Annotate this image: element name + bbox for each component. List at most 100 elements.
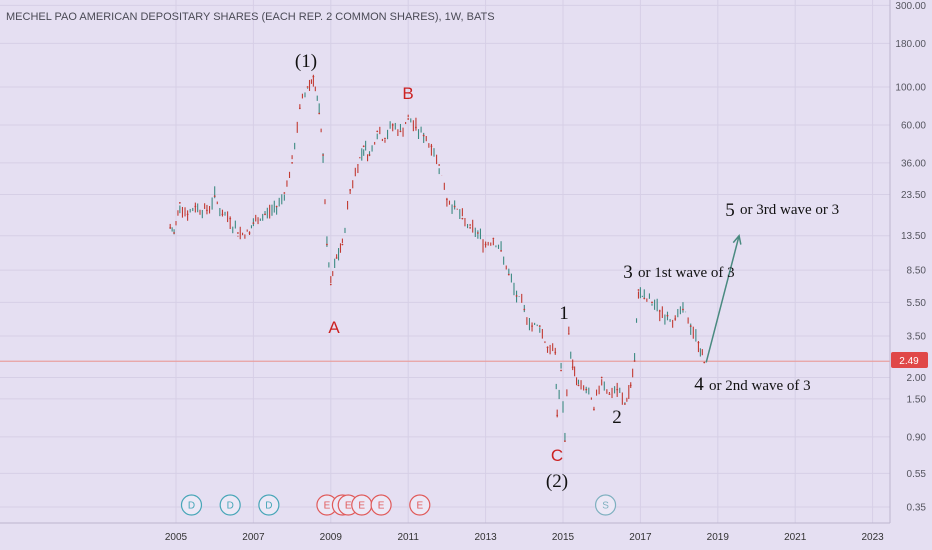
data-point[interactable] — [376, 130, 379, 133]
time-axis[interactable]: 2005 2007 2009 2011 2013 2015 2017 2019 2021 2023 — [165, 532, 884, 543]
data-point[interactable] — [637, 289, 640, 291]
data-point[interactable] — [221, 213, 224, 216]
data-point[interactable] — [237, 232, 239, 234]
dividend-marker[interactable] — [180, 494, 203, 516]
data-point[interactable] — [438, 164, 441, 166]
data-point[interactable] — [229, 217, 232, 220]
data-point[interactable] — [349, 189, 352, 191]
price-tick-label: 3.50 — [907, 331, 927, 342]
data-point[interactable] — [335, 257, 338, 259]
data-point[interactable] — [689, 325, 692, 327]
data-point[interactable] — [697, 341, 700, 344]
data-point[interactable] — [407, 118, 410, 120]
data-point[interactable] — [682, 308, 684, 311]
time-tick-label: 2023 — [861, 532, 884, 543]
data-point[interactable] — [422, 134, 425, 137]
data-point[interactable] — [531, 325, 533, 327]
data-point[interactable] — [298, 107, 301, 110]
data-point[interactable] — [430, 145, 433, 148]
data-point[interactable] — [312, 75, 315, 78]
data-point[interactable] — [186, 213, 189, 216]
data-point[interactable] — [399, 130, 402, 133]
data-point[interactable] — [567, 332, 570, 335]
data-point[interactable] — [624, 403, 626, 405]
data-point[interactable] — [329, 283, 332, 286]
data-point[interactable] — [571, 366, 574, 369]
data-point[interactable] — [666, 314, 669, 317]
data-point[interactable] — [384, 137, 386, 140]
data-point[interactable] — [658, 310, 661, 312]
data-point[interactable] — [368, 154, 371, 156]
data-point[interactable] — [415, 126, 417, 129]
data-point[interactable] — [616, 388, 619, 391]
time-tick-label: 2017 — [629, 532, 652, 543]
time-tick-label: 2013 — [474, 532, 497, 543]
data-point[interactable] — [546, 346, 549, 349]
data-point[interactable] — [275, 205, 278, 208]
data-point[interactable] — [283, 192, 286, 194]
data-point[interactable] — [173, 232, 175, 234]
split-marker[interactable] — [594, 494, 617, 516]
data-point[interactable] — [178, 202, 181, 204]
data-point[interactable] — [291, 161, 293, 164]
data-point[interactable] — [356, 164, 359, 166]
data-point[interactable] — [476, 232, 479, 234]
data-point[interactable] — [593, 408, 595, 411]
dividend-marker[interactable] — [258, 494, 280, 516]
data-point[interactable] — [577, 384, 580, 387]
data-point[interactable] — [318, 112, 321, 115]
data-point[interactable] — [306, 86, 309, 88]
data-point[interactable] — [651, 301, 653, 304]
event-markers[interactable]: DDDEEEEEES — [180, 494, 617, 516]
price-axis[interactable]: 300.00 180.00 100.00 60.00 36.00 23.50 13.50 8.… — [895, 1, 926, 514]
data-point[interactable] — [608, 393, 611, 396]
price-tick-label: 1.50 — [907, 394, 927, 405]
data-point[interactable] — [600, 376, 603, 379]
last-price-badge: 2.49 — [891, 352, 928, 368]
data-point[interactable] — [252, 222, 255, 225]
data-point[interactable] — [326, 243, 328, 246]
data-point[interactable] — [674, 318, 677, 320]
data-point[interactable] — [484, 243, 487, 246]
data-point[interactable] — [560, 369, 562, 372]
data-point[interactable] — [629, 384, 632, 387]
data-point[interactable] — [391, 124, 394, 126]
earnings-marker-letter: E — [378, 501, 385, 512]
data-point[interactable] — [169, 227, 172, 229]
dividend-marker[interactable] — [219, 494, 241, 516]
data-point[interactable] — [453, 205, 456, 208]
data-point[interactable] — [492, 237, 495, 240]
data-point[interactable] — [322, 154, 324, 156]
data-point[interactable] — [213, 195, 216, 198]
data-point[interactable] — [507, 273, 510, 276]
data-point[interactable] — [643, 297, 646, 300]
data-point[interactable] — [206, 209, 208, 212]
data-point[interactable] — [556, 414, 559, 417]
data-point[interactable] — [446, 198, 448, 201]
data-point[interactable] — [362, 145, 365, 148]
data-point[interactable] — [585, 388, 588, 391]
price-series[interactable] — [169, 74, 706, 442]
data-point[interactable] — [703, 361, 706, 364]
price-tick-label: 0.35 — [907, 503, 927, 514]
data-point[interactable] — [194, 205, 197, 208]
data-point[interactable] — [264, 213, 266, 216]
data-point[interactable] — [248, 232, 251, 234]
data-point[interactable] — [341, 243, 344, 246]
data-point[interactable] — [633, 360, 636, 362]
data-point[interactable] — [515, 295, 518, 297]
data-point[interactable] — [500, 250, 502, 252]
data-point[interactable] — [538, 325, 541, 327]
earnings-marker[interactable] — [370, 494, 392, 516]
wave-1-label: (1) — [295, 51, 317, 72]
subwave-4-label: 4 — [694, 374, 704, 395]
data-point[interactable] — [523, 308, 526, 311]
data-point[interactable] — [461, 217, 464, 220]
data-point[interactable] — [469, 227, 472, 229]
data-point[interactable] — [564, 440, 566, 442]
data-point[interactable] — [554, 351, 557, 354]
earnings-marker[interactable] — [409, 494, 431, 516]
